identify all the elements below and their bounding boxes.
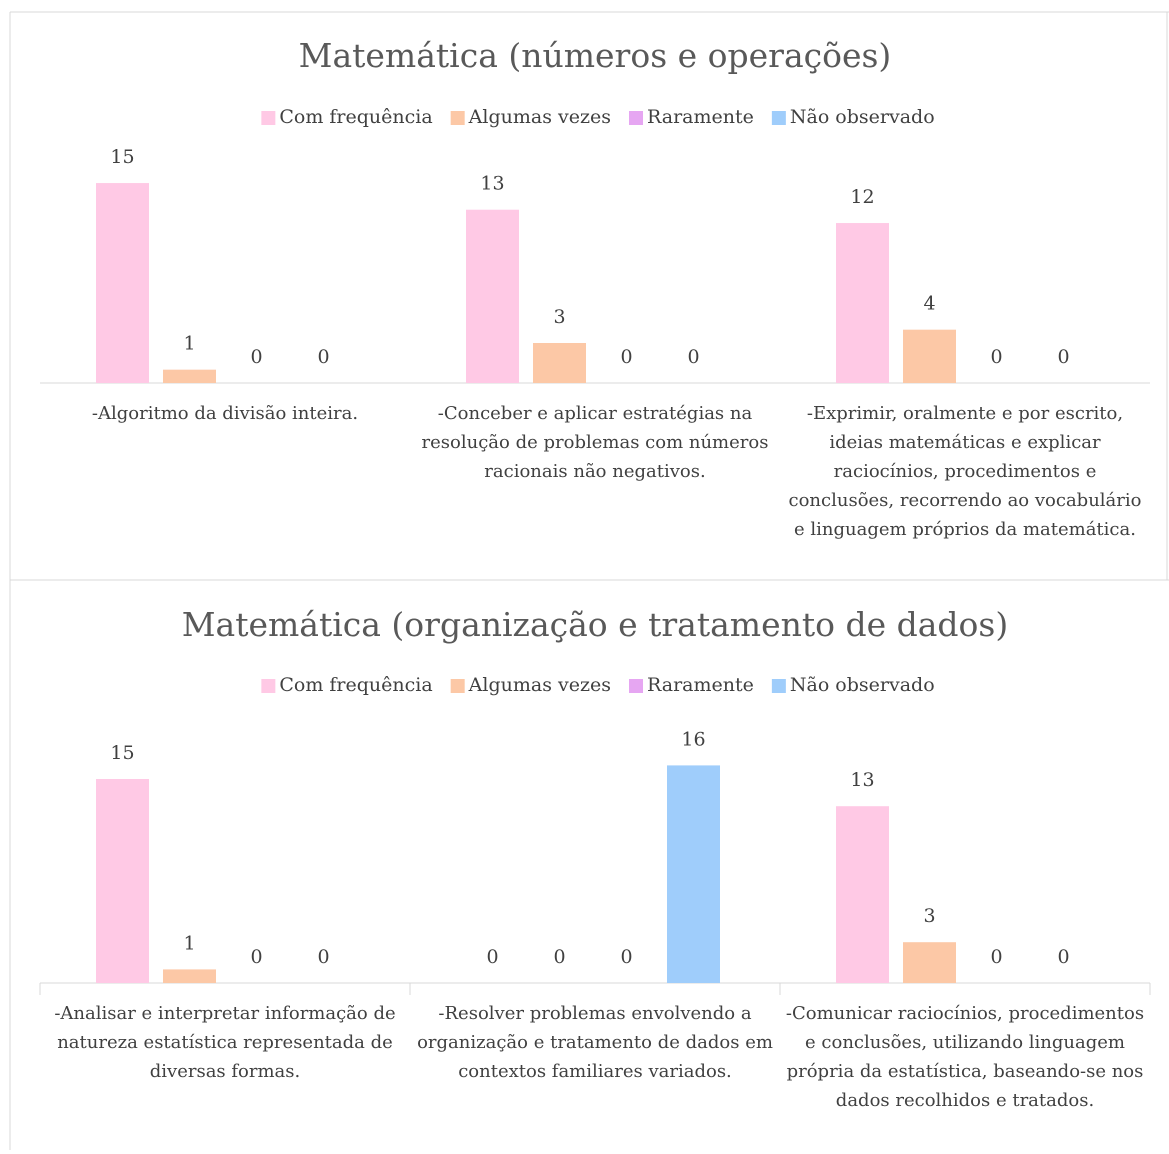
bar	[96, 779, 149, 983]
legend-swatch	[261, 111, 276, 125]
legend-item: Com frequência	[261, 106, 433, 128]
legend-label: Não observado	[790, 106, 935, 128]
x-label-box: -Algoritmo da divisão inteira.	[91, 403, 359, 424]
x-tick-label: -Resolver problemas envolvendo a organiz…	[417, 1003, 773, 1082]
bar	[903, 329, 956, 383]
data-label: 15	[110, 742, 134, 764]
legend-item: Raramente	[629, 674, 754, 696]
data-label: 16	[681, 728, 705, 750]
legend-item: Com frequência	[261, 674, 433, 696]
legend-swatch	[629, 111, 644, 125]
data-label: 0	[990, 946, 1002, 968]
x-tick-label: -Algoritmo da divisão inteira.	[91, 403, 359, 424]
bar	[836, 223, 889, 383]
legend-item: Algumas vezes	[450, 106, 611, 128]
data-label: 13	[480, 173, 504, 195]
legend-swatch	[261, 679, 276, 693]
chart-title: Matemática (organização e tratamento de …	[182, 605, 1008, 644]
data-label: 0	[1057, 946, 1069, 968]
legend-swatch	[629, 679, 644, 693]
bar	[96, 183, 149, 383]
x-label-box: -Conceber e aplicar estratégias na resol…	[421, 403, 769, 482]
data-label: 0	[250, 346, 262, 368]
chart-title: Matemática (números e operações)	[299, 36, 892, 75]
bar	[163, 369, 216, 383]
data-label: 0	[250, 946, 262, 968]
data-label: 3	[553, 306, 565, 328]
data-label: 4	[923, 293, 935, 315]
x-label-box: -Exprimir, oralmente e por escrito, idei…	[788, 403, 1142, 540]
bar	[466, 209, 519, 383]
legend-item: Algumas vezes	[450, 674, 611, 696]
legend-label: Raramente	[647, 106, 754, 128]
legend-swatch	[450, 679, 465, 693]
legend-label: Não observado	[790, 674, 935, 696]
data-label: 12	[850, 186, 874, 208]
legend-label: Algumas vezes	[468, 674, 611, 696]
bar	[903, 942, 956, 983]
x-tick-label: -Exprimir, oralmente e por escrito, idei…	[788, 403, 1142, 540]
legend-label: Algumas vezes	[468, 106, 611, 128]
legend-label: Com frequência	[279, 106, 432, 128]
legend-label: Com frequência	[279, 674, 432, 696]
data-label: 15	[110, 146, 134, 168]
legend-swatch	[771, 111, 786, 125]
data-label: 0	[317, 946, 329, 968]
x-tick-label: -Comunicar raciocínios, procedimentos e …	[785, 1003, 1145, 1111]
bar	[533, 343, 586, 383]
legend-swatch	[450, 111, 465, 125]
data-label: 1	[183, 333, 195, 355]
bar	[836, 806, 889, 983]
data-label: 13	[850, 769, 874, 791]
x-label-box: -Analisar e interpretar informação de na…	[54, 1003, 396, 1082]
data-label: 0	[687, 346, 699, 368]
legend-item: Raramente	[629, 106, 754, 128]
x-tick-label: -Conceber e aplicar estratégias na resol…	[421, 403, 769, 482]
data-label: 3	[923, 905, 935, 927]
data-label: 0	[620, 946, 632, 968]
legend-item: Não observado	[771, 106, 935, 128]
data-label: 0	[1057, 346, 1069, 368]
x-tick-label: -Analisar e interpretar informação de na…	[54, 1003, 396, 1082]
x-label-box: -Resolver problemas envolvendo a organiz…	[417, 1003, 773, 1082]
data-label: 1	[183, 932, 195, 954]
legend-swatch	[771, 679, 786, 693]
data-label: 0	[317, 346, 329, 368]
data-label: 0	[990, 346, 1002, 368]
data-label: 0	[486, 946, 498, 968]
data-label: 0	[553, 946, 565, 968]
legend-label: Raramente	[647, 674, 754, 696]
legend-item: Não observado	[771, 674, 935, 696]
data-label: 0	[620, 346, 632, 368]
bar	[667, 765, 720, 983]
bar	[163, 969, 216, 983]
x-label-box: -Comunicar raciocínios, procedimentos e …	[785, 1003, 1145, 1111]
